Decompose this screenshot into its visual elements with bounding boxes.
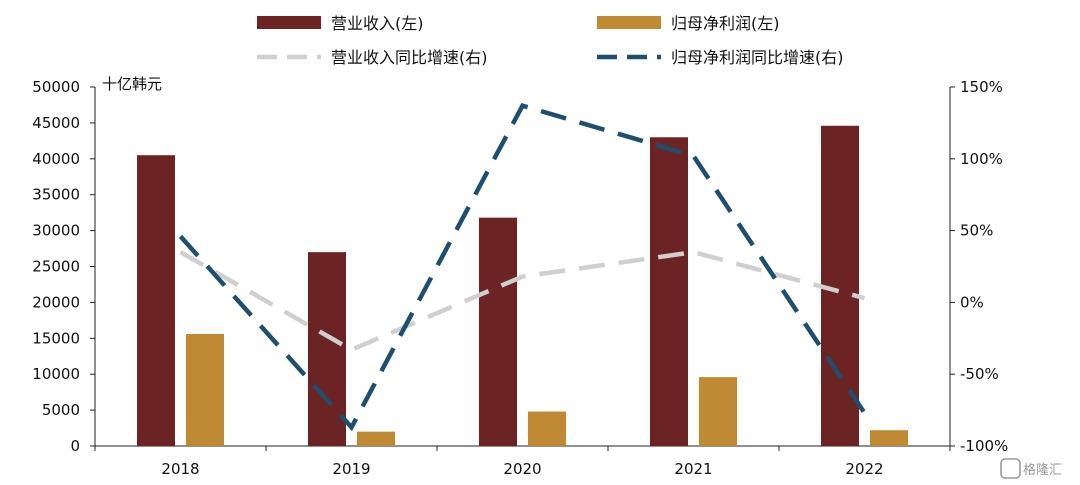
legend-label: 归母净利润同比增速(右) xyxy=(671,48,844,67)
right-tick-label: -100% xyxy=(960,437,1008,455)
bar-net-profit xyxy=(186,333,224,446)
x-tick-label: 2022 xyxy=(845,460,883,478)
x-tick-label: 2021 xyxy=(674,460,712,478)
left-tick-label: 40000 xyxy=(32,150,80,168)
legend-item: 营业收入(左) xyxy=(257,14,424,33)
watermark-logo-icon xyxy=(1000,458,1021,479)
legend-label: 营业收入同比增速(右) xyxy=(331,48,488,67)
x-tick-label: 2018 xyxy=(161,460,199,478)
bar-net-profit xyxy=(699,377,737,446)
left-tick-label: 10000 xyxy=(32,365,80,383)
axes: 0 5000 10000 15000 20000 25000 30000 35000 40000… xyxy=(32,78,1008,478)
right-tick-label: 0% xyxy=(960,293,984,311)
left-tick-label: 35000 xyxy=(32,186,80,204)
left-tick-label: 45000 xyxy=(32,114,80,132)
left-tick-label: 20000 xyxy=(32,293,80,311)
left-tick-label: 15000 xyxy=(32,329,80,347)
line-net-profit-yoy xyxy=(178,102,867,432)
left-tick-label: 50000 xyxy=(32,78,80,96)
legend: 营业收入(左) 归母净利润(左) 营业收入同比增速(右) 归母净利润同比增速(右) xyxy=(257,14,844,67)
right-tick-label: 50% xyxy=(960,222,993,240)
left-tick-label: 0 xyxy=(70,437,80,455)
right-tick-label: -50% xyxy=(960,365,999,383)
left-tick-label: 30000 xyxy=(32,222,80,240)
right-tick-label: 100% xyxy=(960,150,1003,168)
bar-revenue xyxy=(650,137,688,446)
x-tick-label: 2020 xyxy=(503,460,541,478)
x-tick-label: 2019 xyxy=(332,460,370,478)
left-tick-label: 5000 xyxy=(42,401,80,419)
right-tick-label: 150% xyxy=(960,78,1003,96)
bars xyxy=(137,125,908,446)
legend-label: 营业收入(左) xyxy=(331,14,424,33)
legend-item: 归母净利润(左) xyxy=(597,14,780,33)
lines xyxy=(178,102,867,432)
bar-revenue xyxy=(479,217,517,446)
line-revenue-yoy xyxy=(179,249,866,353)
bar-revenue xyxy=(308,252,346,446)
left-tick-label: 25000 xyxy=(32,258,80,276)
legend-swatch xyxy=(597,16,661,29)
watermark-text: 格隆汇 xyxy=(1023,462,1062,478)
legend-item: 营业收入同比增速(右) xyxy=(257,48,488,67)
watermark: 格隆汇 xyxy=(1000,458,1062,479)
legend-swatch xyxy=(257,16,321,29)
left-axis-unit-label: 十亿韩元 xyxy=(102,75,162,93)
legend-label: 归母净利润(左) xyxy=(671,14,780,33)
bar-revenue xyxy=(137,155,175,446)
bar-net-profit xyxy=(357,431,395,446)
legend-item: 归母净利润同比增速(右) xyxy=(597,48,844,67)
bar-net-profit xyxy=(528,411,566,446)
bar-net-profit xyxy=(870,430,908,446)
